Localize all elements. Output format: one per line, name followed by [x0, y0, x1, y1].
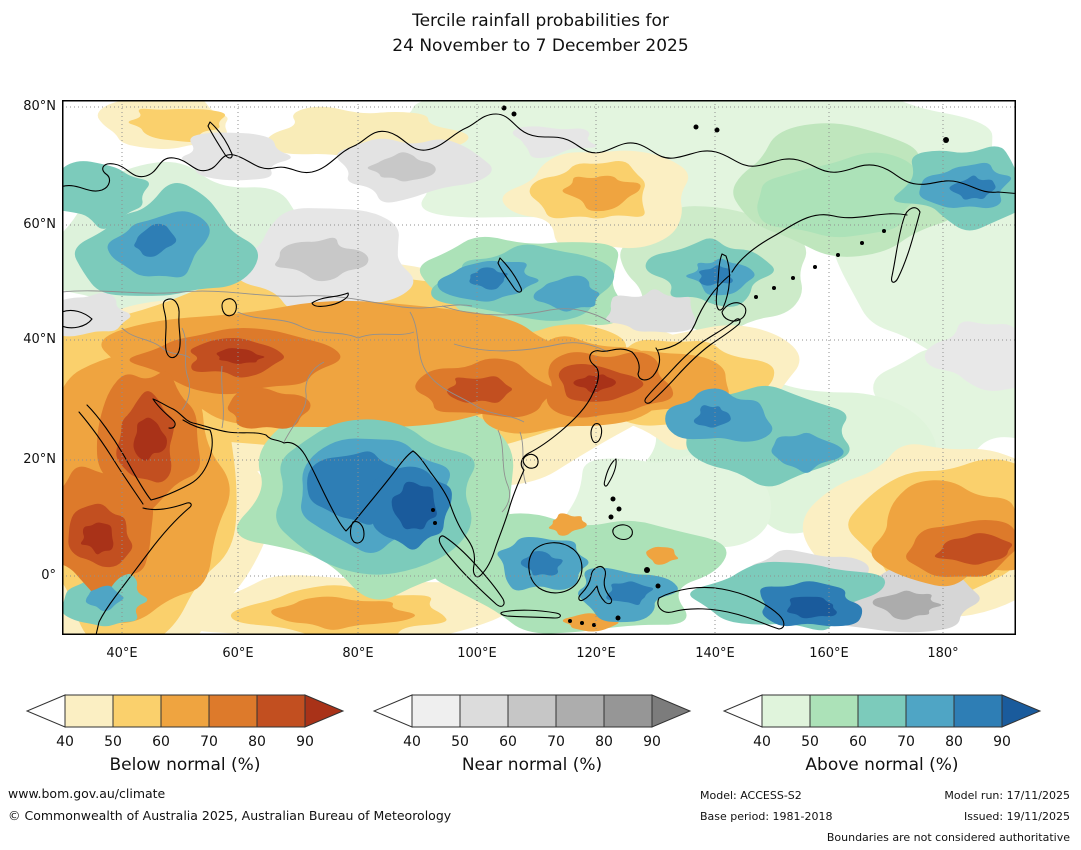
legend-title-below-normal: Below normal (%) — [109, 755, 261, 775]
legend-colorbar-below-normal — [25, 694, 345, 728]
lon-tick-label: 140°E — [695, 646, 735, 661]
legend-tick-label: 90 — [643, 734, 661, 750]
small-islands — [431, 105, 949, 627]
lon-tick-label: 40°E — [106, 646, 138, 661]
page-title: Tercile rainfall probabilities for 24 No… — [0, 9, 1081, 59]
lat-tick-label: 80°N — [23, 99, 56, 114]
footer-model-run: Model run: 17/11/2025 — [944, 789, 1070, 802]
legend-tick-label: 40 — [56, 734, 74, 750]
legend-above-normal: 40 50 60 70 80 90 Above normal (%) — [722, 694, 1042, 786]
legend-tick-label: 40 — [753, 734, 771, 750]
legend-tick-label: 80 — [248, 734, 266, 750]
footer-model: Model: ACCESS-S2 — [700, 789, 802, 802]
lon-tick-label: 80°E — [342, 646, 374, 661]
legend-ticks: 40 50 60 70 80 90 — [372, 734, 692, 752]
footer-issued: Issued: 19/11/2025 — [963, 810, 1070, 823]
title-line-1: Tercile rainfall probabilities for — [412, 11, 669, 31]
legend-tick-label: 70 — [200, 734, 218, 750]
legend-colorbar-above-normal — [722, 694, 1042, 728]
legend-tick-label: 50 — [451, 734, 469, 750]
lon-tick-label: 180° — [927, 646, 959, 661]
legend-tick-label: 60 — [499, 734, 517, 750]
lon-tick-label: 100°E — [457, 646, 497, 661]
legend-below-normal: 40 50 60 70 80 90 Below normal (%) — [25, 694, 345, 786]
legend-tick-label: 60 — [152, 734, 170, 750]
legend-tick-label: 60 — [849, 734, 867, 750]
lon-tick-label: 60°E — [222, 646, 254, 661]
map-canvas — [62, 100, 1016, 635]
legend-tick-label: 70 — [547, 734, 565, 750]
lat-tick-label: 60°N — [23, 217, 56, 232]
legend-near-normal: 40 50 60 70 80 90 Near normal (%) — [372, 694, 692, 786]
title-line-2: 24 November to 7 December 2025 — [392, 36, 689, 56]
footer-website: www.bom.gov.au/climate — [8, 786, 166, 801]
country-borders — [62, 290, 611, 513]
legend-title-above-normal: Above normal (%) — [805, 755, 959, 775]
legend-title-near-normal: Near normal (%) — [461, 755, 603, 775]
legend-tick-label: 70 — [897, 734, 915, 750]
legend-tick-label: 90 — [296, 734, 314, 750]
map-frame — [62, 100, 1016, 635]
coastlines — [62, 113, 1016, 635]
footer-disclaimer: Boundaries are not considered authoritat… — [826, 831, 1070, 844]
legend-tick-label: 90 — [993, 734, 1011, 750]
legend-tick-label: 40 — [403, 734, 421, 750]
legend-tick-label: 80 — [945, 734, 963, 750]
legend-ticks: 40 50 60 70 80 90 — [722, 734, 1042, 752]
legend-tick-label: 50 — [801, 734, 819, 750]
lon-tick-label: 120°E — [576, 646, 616, 661]
legend-tick-label: 50 — [104, 734, 122, 750]
legend-ticks: 40 50 60 70 80 90 — [25, 734, 345, 752]
lon-tick-label: 160°E — [809, 646, 849, 661]
lat-tick-label: 0° — [41, 568, 56, 583]
legend-colorbar-near-normal — [372, 694, 692, 728]
legend-tick-label: 80 — [595, 734, 613, 750]
lat-tick-label: 20°N — [23, 452, 56, 467]
lat-tick-label: 40°N — [23, 332, 56, 347]
footer-base-period: Base period: 1981-2018 — [700, 810, 833, 823]
footer-copyright: © Commonwealth of Australia 2025, Austra… — [8, 808, 452, 823]
